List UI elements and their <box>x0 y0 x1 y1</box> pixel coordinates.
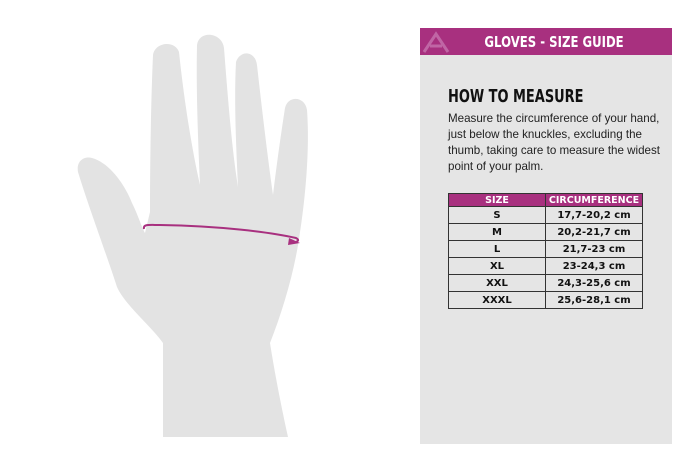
hand-silhouette <box>77 34 308 437</box>
circumference-cell: 25,6-28,1 cm <box>545 291 643 309</box>
table-row: S 17,7-20,2 cm <box>448 206 643 224</box>
panel-title: GLOVES - SIZE GUIDE <box>484 32 624 51</box>
size-cell: XXL <box>448 274 546 292</box>
column-header: CIRCUMFERENCE <box>545 193 643 207</box>
panel-header: GLOVES - SIZE GUIDE <box>420 28 672 55</box>
measure-description: Measure the circumference of your hand, … <box>448 112 661 173</box>
circumference-cell: 20,2-21,7 cm <box>545 223 643 241</box>
table-header-row: SIZE CIRCUMFERENCE <box>448 193 643 207</box>
measure-heading: HOW TO MEASURE <box>448 86 584 107</box>
table-row: XL 23-24,3 cm <box>448 257 643 275</box>
size-cell: XL <box>448 257 546 275</box>
size-cell: L <box>448 240 546 258</box>
circumference-cell: 17,7-20,2 cm <box>545 206 643 224</box>
circumference-cell: 21,7-23 cm <box>545 240 643 258</box>
size-table: SIZE CIRCUMFERENCE S 17,7-20,2 cm M 20,2-2… <box>448 193 643 309</box>
measure-line <box>142 223 300 244</box>
size-guide-panel: GLOVES - SIZE GUIDE HOW TO MEASURE Measu… <box>420 28 672 444</box>
size-cell: M <box>448 223 546 241</box>
circumference-cell: 24,3-25,6 cm <box>545 274 643 292</box>
column-header: SIZE <box>448 193 546 207</box>
table-row: XXL 24,3-25,6 cm <box>448 274 643 292</box>
table-row: M 20,2-21,7 cm <box>448 223 643 241</box>
arrow-head-icon <box>288 238 300 245</box>
circumference-cell: 23-24,3 cm <box>545 257 643 275</box>
table-row: XXXL 25,6-28,1 cm <box>448 291 643 309</box>
size-cell: S <box>448 206 546 224</box>
size-cell: XXXL <box>448 291 546 309</box>
table-row: L 21,7-23 cm <box>448 240 643 258</box>
brand-logo-icon <box>422 31 450 53</box>
